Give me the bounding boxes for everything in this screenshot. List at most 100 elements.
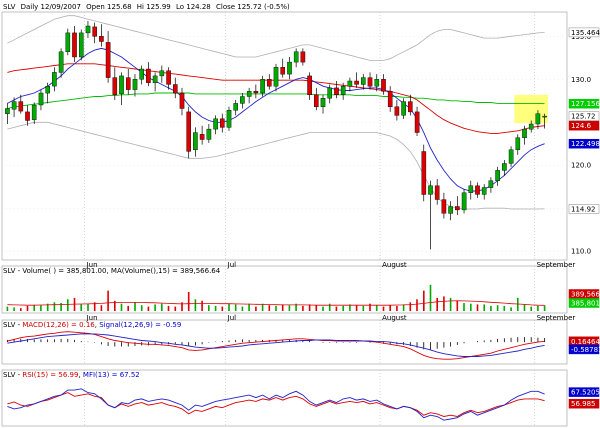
volume-bar [248,303,250,311]
candle-body [367,77,373,87]
candle [226,106,232,131]
macd-panel-label: SLV - MACD(12,26) = 0.16, Signal(12,26,9… [3,321,181,329]
candle-body [515,137,521,150]
candle-body [340,85,346,95]
candle [334,81,339,99]
price-panel-frame [1,11,568,261]
volume-bar [181,302,183,312]
candle-body [132,79,138,90]
month-label-price: Jul [227,261,237,269]
candle-body [307,75,312,96]
candle-body [213,118,218,130]
candle [112,67,118,100]
candle [105,31,111,83]
mfi-tag: 67.5205 [568,387,600,397]
volume-tag: 385,801 [568,298,600,308]
macd-label: MACD(12,26) = 0.16 [22,321,95,329]
candle-body [381,79,386,92]
candle [502,160,507,176]
volume-bar [335,306,338,311]
candle-body [428,185,433,195]
candle [374,74,380,92]
candle-body [387,91,393,108]
candle-body [475,185,480,195]
candle [347,77,353,92]
candle [139,65,145,85]
volume-bar [46,303,49,311]
candle [25,105,30,126]
volume-bar [6,306,9,311]
candle [273,63,279,92]
volume-bar [402,304,405,311]
candle [300,48,306,66]
volume-bar [174,306,177,311]
volume-bar [436,297,438,311]
candle [85,20,91,39]
candle [99,24,104,47]
rsi-tag-text: 56.985 [571,400,596,408]
macd-tag-text: 0.16464 [571,338,600,346]
mfi-label: MFI(13) = 67.52 [83,371,140,379]
price-tick-label: 110.0 [571,248,591,256]
candle-body [45,85,50,94]
candle [233,99,239,116]
volume-bar [543,305,546,311]
volume-bar [423,290,425,311]
candle [246,87,252,104]
ma-green-line [7,92,545,109]
candle-body [253,91,259,94]
volume-bar [396,305,398,311]
price-tag: 124.6 [568,120,600,131]
candle [528,120,534,133]
macd-panel-frame [1,319,568,365]
candle-body [542,115,547,118]
price-tag-bg [568,138,600,149]
volume-bar [416,299,418,311]
candle [159,65,165,83]
volume-bar [382,306,385,311]
volume-bar [114,300,116,311]
candle [172,77,178,99]
candle [78,29,84,61]
volume-bar [13,307,15,311]
volume-bar [60,303,62,311]
candle [125,68,131,95]
volume-bar [530,306,532,311]
candle-body [72,32,77,58]
candle [186,106,192,159]
volume-bar [107,290,109,311]
candle [287,56,292,80]
candle [206,123,212,143]
candle [542,113,547,129]
candle [52,67,57,92]
candle [421,144,427,202]
volume-bar [167,305,170,311]
volume-bar [490,305,492,311]
volume-bar [33,304,35,311]
volume-bar [201,300,203,311]
volume-bar [355,305,358,311]
candle [441,192,447,219]
candle [132,74,138,97]
candle-body [267,79,272,87]
volume-bar [228,303,230,311]
price-tag-bg [568,204,600,214]
volume-bar [67,299,69,311]
rsi-line [7,392,545,417]
volume-bar [443,296,445,311]
candle-body [421,151,427,195]
month-label-price: August [382,261,407,269]
candle-body [320,97,326,107]
volume-bar [161,303,163,311]
volume-bar [470,303,472,311]
mfi-tag-text: 67.5205 [571,389,600,397]
price-tag-bg [568,98,600,109]
volume-bar [449,297,452,311]
volume-bar [194,299,197,311]
candle [327,84,333,104]
header-low: Lo 124.28 [176,3,211,11]
candle-body [246,91,252,97]
volume-bar [120,303,123,311]
candle [92,22,97,44]
candle [219,113,225,133]
